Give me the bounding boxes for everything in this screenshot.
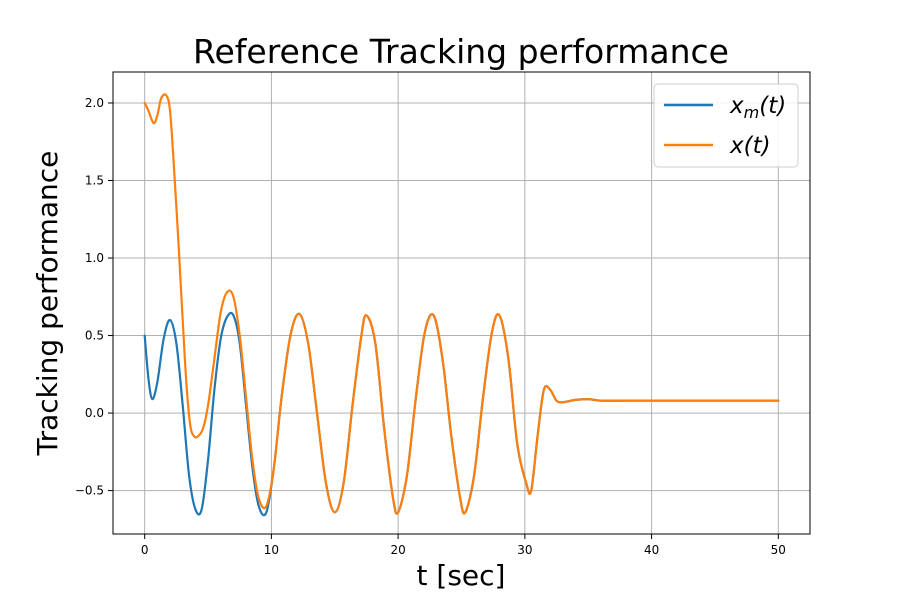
x-tick-label: 50: [771, 543, 786, 557]
plot-area-frame: [112, 71, 811, 535]
y-tick-label: 1.5: [85, 174, 104, 188]
x-tick-label: 30: [517, 543, 532, 557]
y-axis-label: Tracking performance: [31, 151, 64, 457]
x-axis-label: t [sec]: [417, 559, 506, 592]
y-tick-label: −0.5: [75, 484, 104, 498]
legend-label-base: x: [729, 133, 744, 159]
y-tick-label: 2.0: [85, 96, 104, 110]
legend-label: xm(t): [729, 93, 786, 122]
y-tick-label: 0.0: [85, 406, 104, 420]
x-series-line: [143, 93, 780, 515]
legend-label-rest: (t): [744, 133, 771, 159]
y-tick-label: 0.5: [85, 329, 104, 343]
axis-ticks: 0 10 20 30 40 50 −0.5 0.0 0.5 1.0 1.5 2.0: [75, 96, 786, 557]
legend-label-subscript: m: [744, 103, 760, 122]
plot-lines: [143, 93, 780, 517]
x-tick-label: 40: [644, 543, 659, 557]
chart-title: Reference Tracking performance: [193, 32, 729, 71]
y-tick-label: 1.0: [85, 251, 104, 265]
legend-label: x(t): [729, 133, 771, 159]
legend-label-base: x: [729, 93, 744, 119]
legend-label-rest: (t): [759, 93, 786, 119]
x-tick-label: 10: [264, 543, 279, 557]
legend: xm(t)x(t): [653, 83, 799, 168]
grid: [113, 72, 810, 534]
x-tick-label: 20: [390, 543, 405, 557]
x-tick-label: 0: [141, 543, 149, 557]
